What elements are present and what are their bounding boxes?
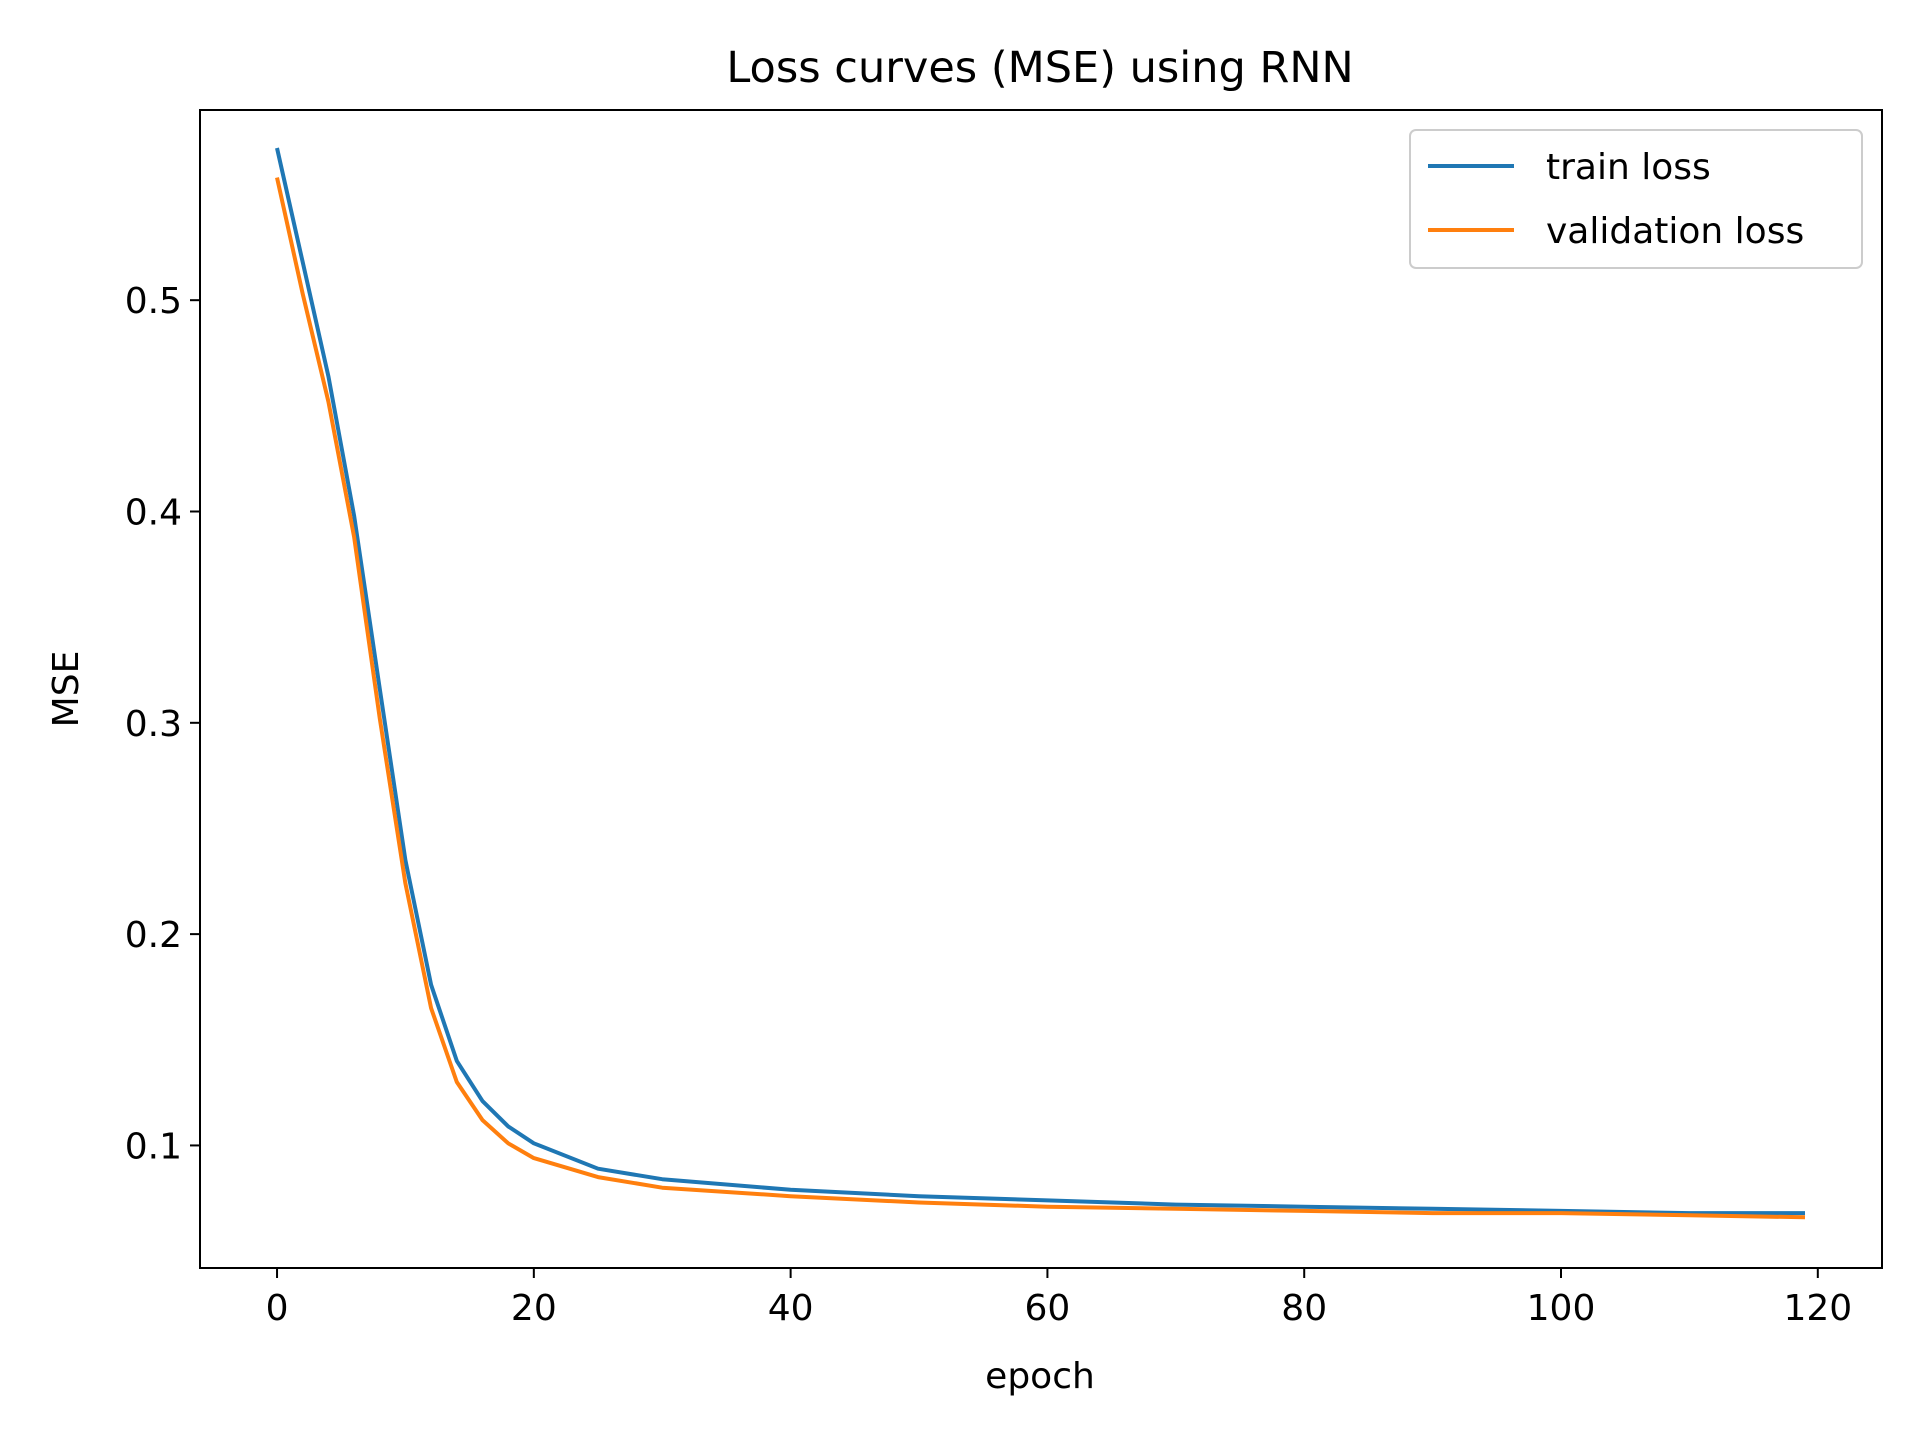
y-tick-label-0.5: 0.5: [125, 281, 182, 322]
y-tick-label-0.1: 0.1: [125, 1126, 182, 1167]
x-tick-label-120: 120: [1783, 1288, 1852, 1329]
y-tick-label-0.4: 0.4: [125, 492, 182, 533]
plot-frame: [199, 109, 1883, 1269]
x-tick-label-0: 0: [266, 1288, 289, 1329]
y-axis-ticks: 0.1 0.2 0.3 0.4 0.5: [125, 281, 200, 1167]
legend-label-validation-loss: validation loss: [1546, 211, 1804, 252]
x-axis-ticks: 0 20 40 60 80 100 120: [266, 1268, 1852, 1329]
legend-box: [1409, 129, 1863, 269]
series-layer: [275, 147, 1806, 1220]
y-tick-label-0.3: 0.3: [125, 704, 182, 745]
x-tick-label-80: 80: [1281, 1288, 1327, 1329]
x-tick-label-40: 40: [768, 1288, 814, 1329]
y-tick-label-0.2: 0.2: [125, 915, 182, 956]
x-tick-label-20: 20: [511, 1288, 557, 1329]
series-line-train-loss: [275, 147, 1805, 1216]
chart-title: Loss curves (MSE) using RNN: [726, 43, 1353, 93]
series-line-validation-loss: [275, 177, 1806, 1220]
y-axis-label: MSE: [46, 651, 87, 728]
x-axis-label: epoch: [985, 1356, 1095, 1397]
legend: train loss validation loss: [1409, 129, 1863, 269]
x-tick-label-60: 60: [1025, 1288, 1071, 1329]
x-tick-label-100: 100: [1527, 1288, 1596, 1329]
legend-label-train-loss: train loss: [1546, 147, 1711, 188]
